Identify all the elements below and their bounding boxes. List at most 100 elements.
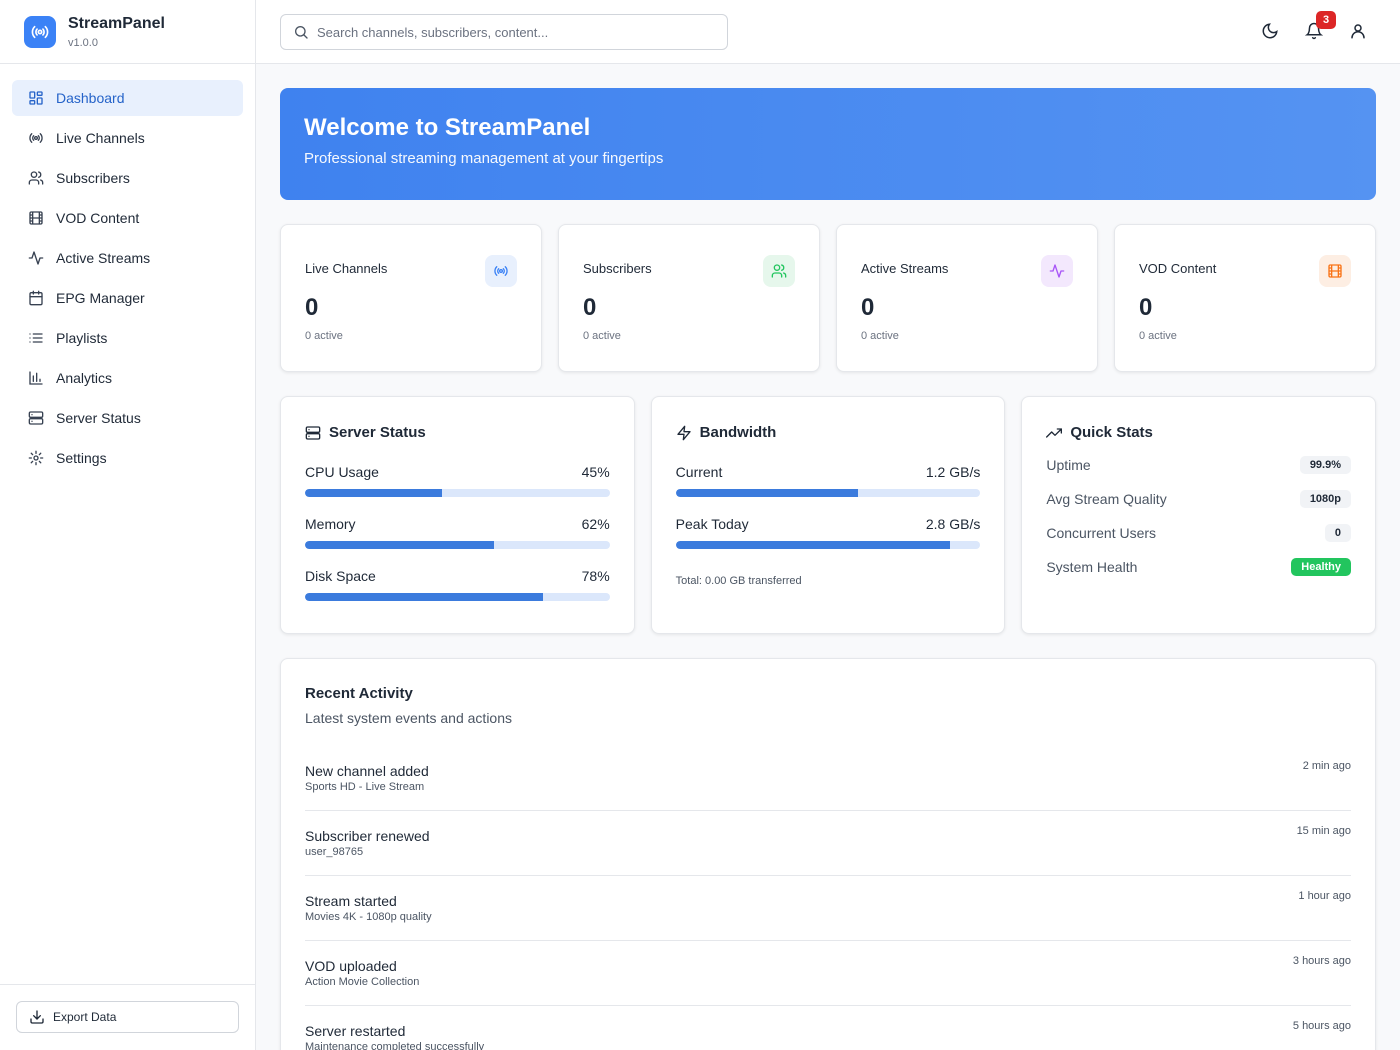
- stat-card-vod-content[interactable]: VOD Content 0 0 active: [1114, 224, 1376, 372]
- stat-label: VOD Content: [1139, 261, 1217, 276]
- meter-label: Current: [675, 464, 723, 480]
- sidebar-item-label: Analytics: [56, 370, 113, 386]
- quick-stat-value: 0: [1324, 524, 1352, 542]
- stat-card-live-channels[interactable]: Live Channels 0 0 active: [280, 224, 542, 372]
- broadcast-icon: [28, 130, 44, 146]
- sidebar-item-live-channels[interactable]: Live Channels: [12, 120, 243, 156]
- stat-value: 0: [305, 294, 319, 321]
- user-icon[interactable]: [1349, 22, 1367, 40]
- activity-list: New channel added Sports HD - Live Strea…: [305, 746, 1351, 1050]
- sidebar-item-analytics[interactable]: Analytics: [12, 360, 243, 396]
- sidebar: StreamPanel v1.0.0 Dashboard Live Channe…: [0, 0, 256, 1050]
- dashboard-grid-icon: [28, 90, 44, 106]
- sidebar-item-dashboard[interactable]: Dashboard: [12, 80, 243, 116]
- quick-stat-value: 1080p: [1299, 490, 1352, 508]
- list-item[interactable]: New channel added Sports HD - Live Strea…: [305, 746, 1351, 811]
- stat-card-active-streams[interactable]: Active Streams 0 0 active: [836, 224, 1098, 372]
- lightning-icon: [676, 425, 692, 441]
- meter-label: Memory: [305, 516, 356, 532]
- quick-stat-label: Avg Stream Quality: [1046, 491, 1167, 507]
- list-item[interactable]: Subscriber renewed user_98765 15 min ago: [305, 811, 1351, 876]
- search-box[interactable]: [280, 14, 728, 50]
- welcome-title: Welcome to StreamPanel: [304, 114, 591, 141]
- download-icon: [29, 1009, 45, 1025]
- list-item[interactable]: VOD uploaded Action Movie Collection 3 h…: [305, 941, 1351, 1006]
- users-icon: [28, 170, 44, 186]
- activity-time: 3 hours ago: [1292, 955, 1351, 967]
- meter-value: 78%: [581, 568, 610, 584]
- welcome-banner: Welcome to StreamPanel Professional stre…: [280, 88, 1376, 200]
- search-icon: [293, 24, 309, 40]
- meter-value: 1.2 GB/s: [925, 464, 981, 480]
- activity-icon: [1041, 255, 1073, 287]
- panels-row: Server Status CPU Usage 45% Memory 62% Dis…: [280, 396, 1377, 634]
- quick-stat-quality: Avg Stream Quality 1080p: [1046, 489, 1352, 509]
- stat-value: 0: [583, 294, 597, 321]
- welcome-subtitle: Professional streaming management at you…: [304, 150, 664, 167]
- server-status-panel: Server Status CPU Usage 45% Memory 62% Dis…: [280, 396, 635, 634]
- quick-stat-label: Concurrent Users: [1046, 525, 1157, 541]
- bandwidth-total: Total: 0.00 GB transferred: [675, 575, 802, 587]
- app-name: StreamPanel: [68, 14, 165, 32]
- sidebar-item-label: Playlists: [56, 330, 108, 346]
- sidebar-item-server-status[interactable]: Server Status: [12, 400, 243, 436]
- sidebar-item-playlists[interactable]: Playlists: [12, 320, 243, 356]
- progress-track: [305, 489, 610, 497]
- export-data-button[interactable]: Export Data: [16, 1001, 239, 1033]
- stat-card-subscribers[interactable]: Subscribers 0 0 active: [558, 224, 820, 372]
- activity-detail: Action Movie Collection: [305, 976, 420, 988]
- stat-value: 0: [861, 294, 875, 321]
- memory-meter: Memory 62%: [305, 515, 610, 549]
- current-bandwidth-meter: Current 1.2 GB/s: [675, 463, 981, 497]
- activity-icon: [28, 250, 44, 266]
- activity-detail: user_98765: [305, 846, 364, 858]
- sidebar-item-active-streams[interactable]: Active Streams: [12, 240, 243, 276]
- stat-sub: 0 active: [583, 330, 621, 342]
- stat-sub: 0 active: [305, 330, 343, 342]
- list-item[interactable]: Stream started Movies 4K - 1080p quality…: [305, 876, 1351, 941]
- sidebar-footer: Export Data: [0, 984, 255, 1050]
- activity-time: 1 hour ago: [1298, 890, 1351, 902]
- sidebar-item-subscribers[interactable]: Subscribers: [12, 160, 243, 196]
- quick-stat-label: System Health: [1046, 559, 1138, 575]
- sidebar-item-label: Live Channels: [56, 130, 145, 146]
- sidebar-item-label: Settings: [56, 450, 107, 466]
- stat-label: Subscribers: [583, 261, 652, 276]
- sidebar-item-settings[interactable]: Settings: [12, 440, 243, 476]
- bandwidth-title: Bandwidth: [699, 424, 777, 441]
- bar-chart-icon: [28, 370, 44, 386]
- activity-title: VOD uploaded: [305, 958, 397, 974]
- film-icon: [28, 210, 44, 226]
- search-input[interactable]: [317, 24, 717, 40]
- sidebar-item-label: VOD Content: [56, 210, 140, 226]
- server-status-title: Server Status: [329, 424, 426, 441]
- progress-track: [305, 541, 610, 549]
- quick-stat-system-health: System Health Healthy: [1046, 557, 1352, 577]
- sidebar-item-epg-manager[interactable]: EPG Manager: [12, 280, 243, 316]
- activity-title: New channel added: [305, 763, 429, 779]
- progress-track: [675, 489, 981, 497]
- recent-activity-subtitle: Latest system events and actions: [305, 710, 512, 726]
- sidebar-nav: Dashboard Live Channels Subscribers VOD …: [0, 64, 255, 496]
- stat-value: 0: [1139, 294, 1153, 321]
- bell-icon[interactable]: [1305, 22, 1323, 40]
- meter-value: 62%: [581, 516, 610, 532]
- sidebar-item-vod-content[interactable]: VOD Content: [12, 200, 243, 236]
- activity-title: Stream started: [305, 893, 397, 909]
- stat-sub: 0 active: [1139, 330, 1177, 342]
- list-icon: [28, 330, 44, 346]
- quick-stats-title: Quick Stats: [1070, 424, 1153, 441]
- activity-time: 15 min ago: [1296, 825, 1351, 837]
- quick-stat-uptime: Uptime 99.9%: [1046, 455, 1352, 475]
- peak-bandwidth-meter: Peak Today 2.8 GB/s: [675, 515, 981, 549]
- server-icon: [305, 425, 321, 441]
- moon-icon[interactable]: [1261, 22, 1279, 40]
- gear-icon: [28, 450, 44, 466]
- list-item[interactable]: Server restarted Maintenance completed s…: [305, 1006, 1351, 1050]
- recent-activity-title: Recent Activity: [305, 685, 413, 702]
- cpu-meter: CPU Usage 45%: [305, 463, 610, 497]
- stats-row: Live Channels 0 0 active Subscribers 0 0…: [280, 224, 1376, 372]
- app-version: v1.0.0: [68, 36, 98, 49]
- quick-stats-panel: Quick Stats Uptime 99.9% Avg Stream Quali…: [1021, 396, 1377, 634]
- users-icon: [763, 255, 795, 287]
